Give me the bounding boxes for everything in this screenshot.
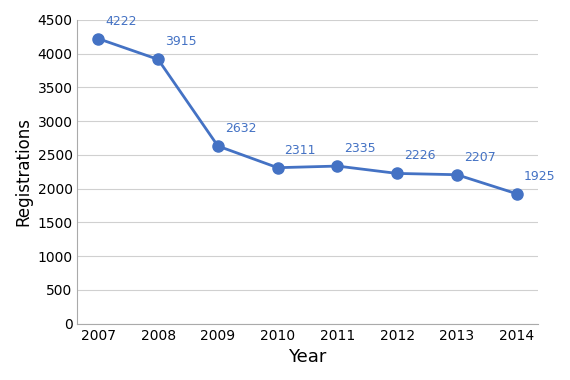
Text: 3915: 3915 — [165, 35, 197, 48]
Text: 1925: 1925 — [524, 169, 555, 183]
Text: 2311: 2311 — [284, 144, 316, 157]
X-axis label: Year: Year — [288, 348, 327, 366]
Text: 4222: 4222 — [105, 14, 137, 28]
Text: 2335: 2335 — [344, 142, 376, 155]
Y-axis label: Registrations: Registrations — [14, 117, 32, 226]
Text: 2226: 2226 — [404, 149, 435, 162]
Text: 2207: 2207 — [464, 150, 496, 164]
Text: 2632: 2632 — [225, 122, 256, 135]
